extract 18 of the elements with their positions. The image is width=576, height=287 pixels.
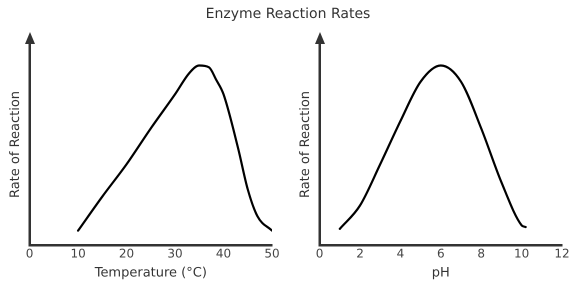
x-tick-label: 0 — [316, 246, 324, 260]
x-tick-label: 0 — [26, 246, 34, 260]
x-axis-title: Temperature (°C) — [94, 266, 207, 281]
x-tick-label: 40 — [216, 246, 232, 260]
x-tick-label: 8 — [477, 246, 486, 260]
x-axis-title: pH — [432, 266, 450, 281]
x-tick-label: 20 — [118, 246, 134, 260]
x-tick-label: 4 — [396, 246, 404, 260]
x-tick-label: 10 — [514, 246, 530, 260]
x-tick-label: 12 — [554, 246, 570, 260]
x-tick-label: 50 — [264, 246, 280, 260]
y-axis-title: Rate of Reaction — [298, 90, 314, 198]
x-tick-label: 10 — [70, 246, 86, 260]
x-tick-label: 6 — [436, 246, 445, 260]
chart-title: Enzyme Reaction Rates — [204, 6, 372, 22]
y-axis-title: Rate of Reaction — [8, 90, 24, 198]
x-tick-label: 30 — [167, 246, 183, 260]
x-tick-label: 2 — [356, 246, 364, 260]
